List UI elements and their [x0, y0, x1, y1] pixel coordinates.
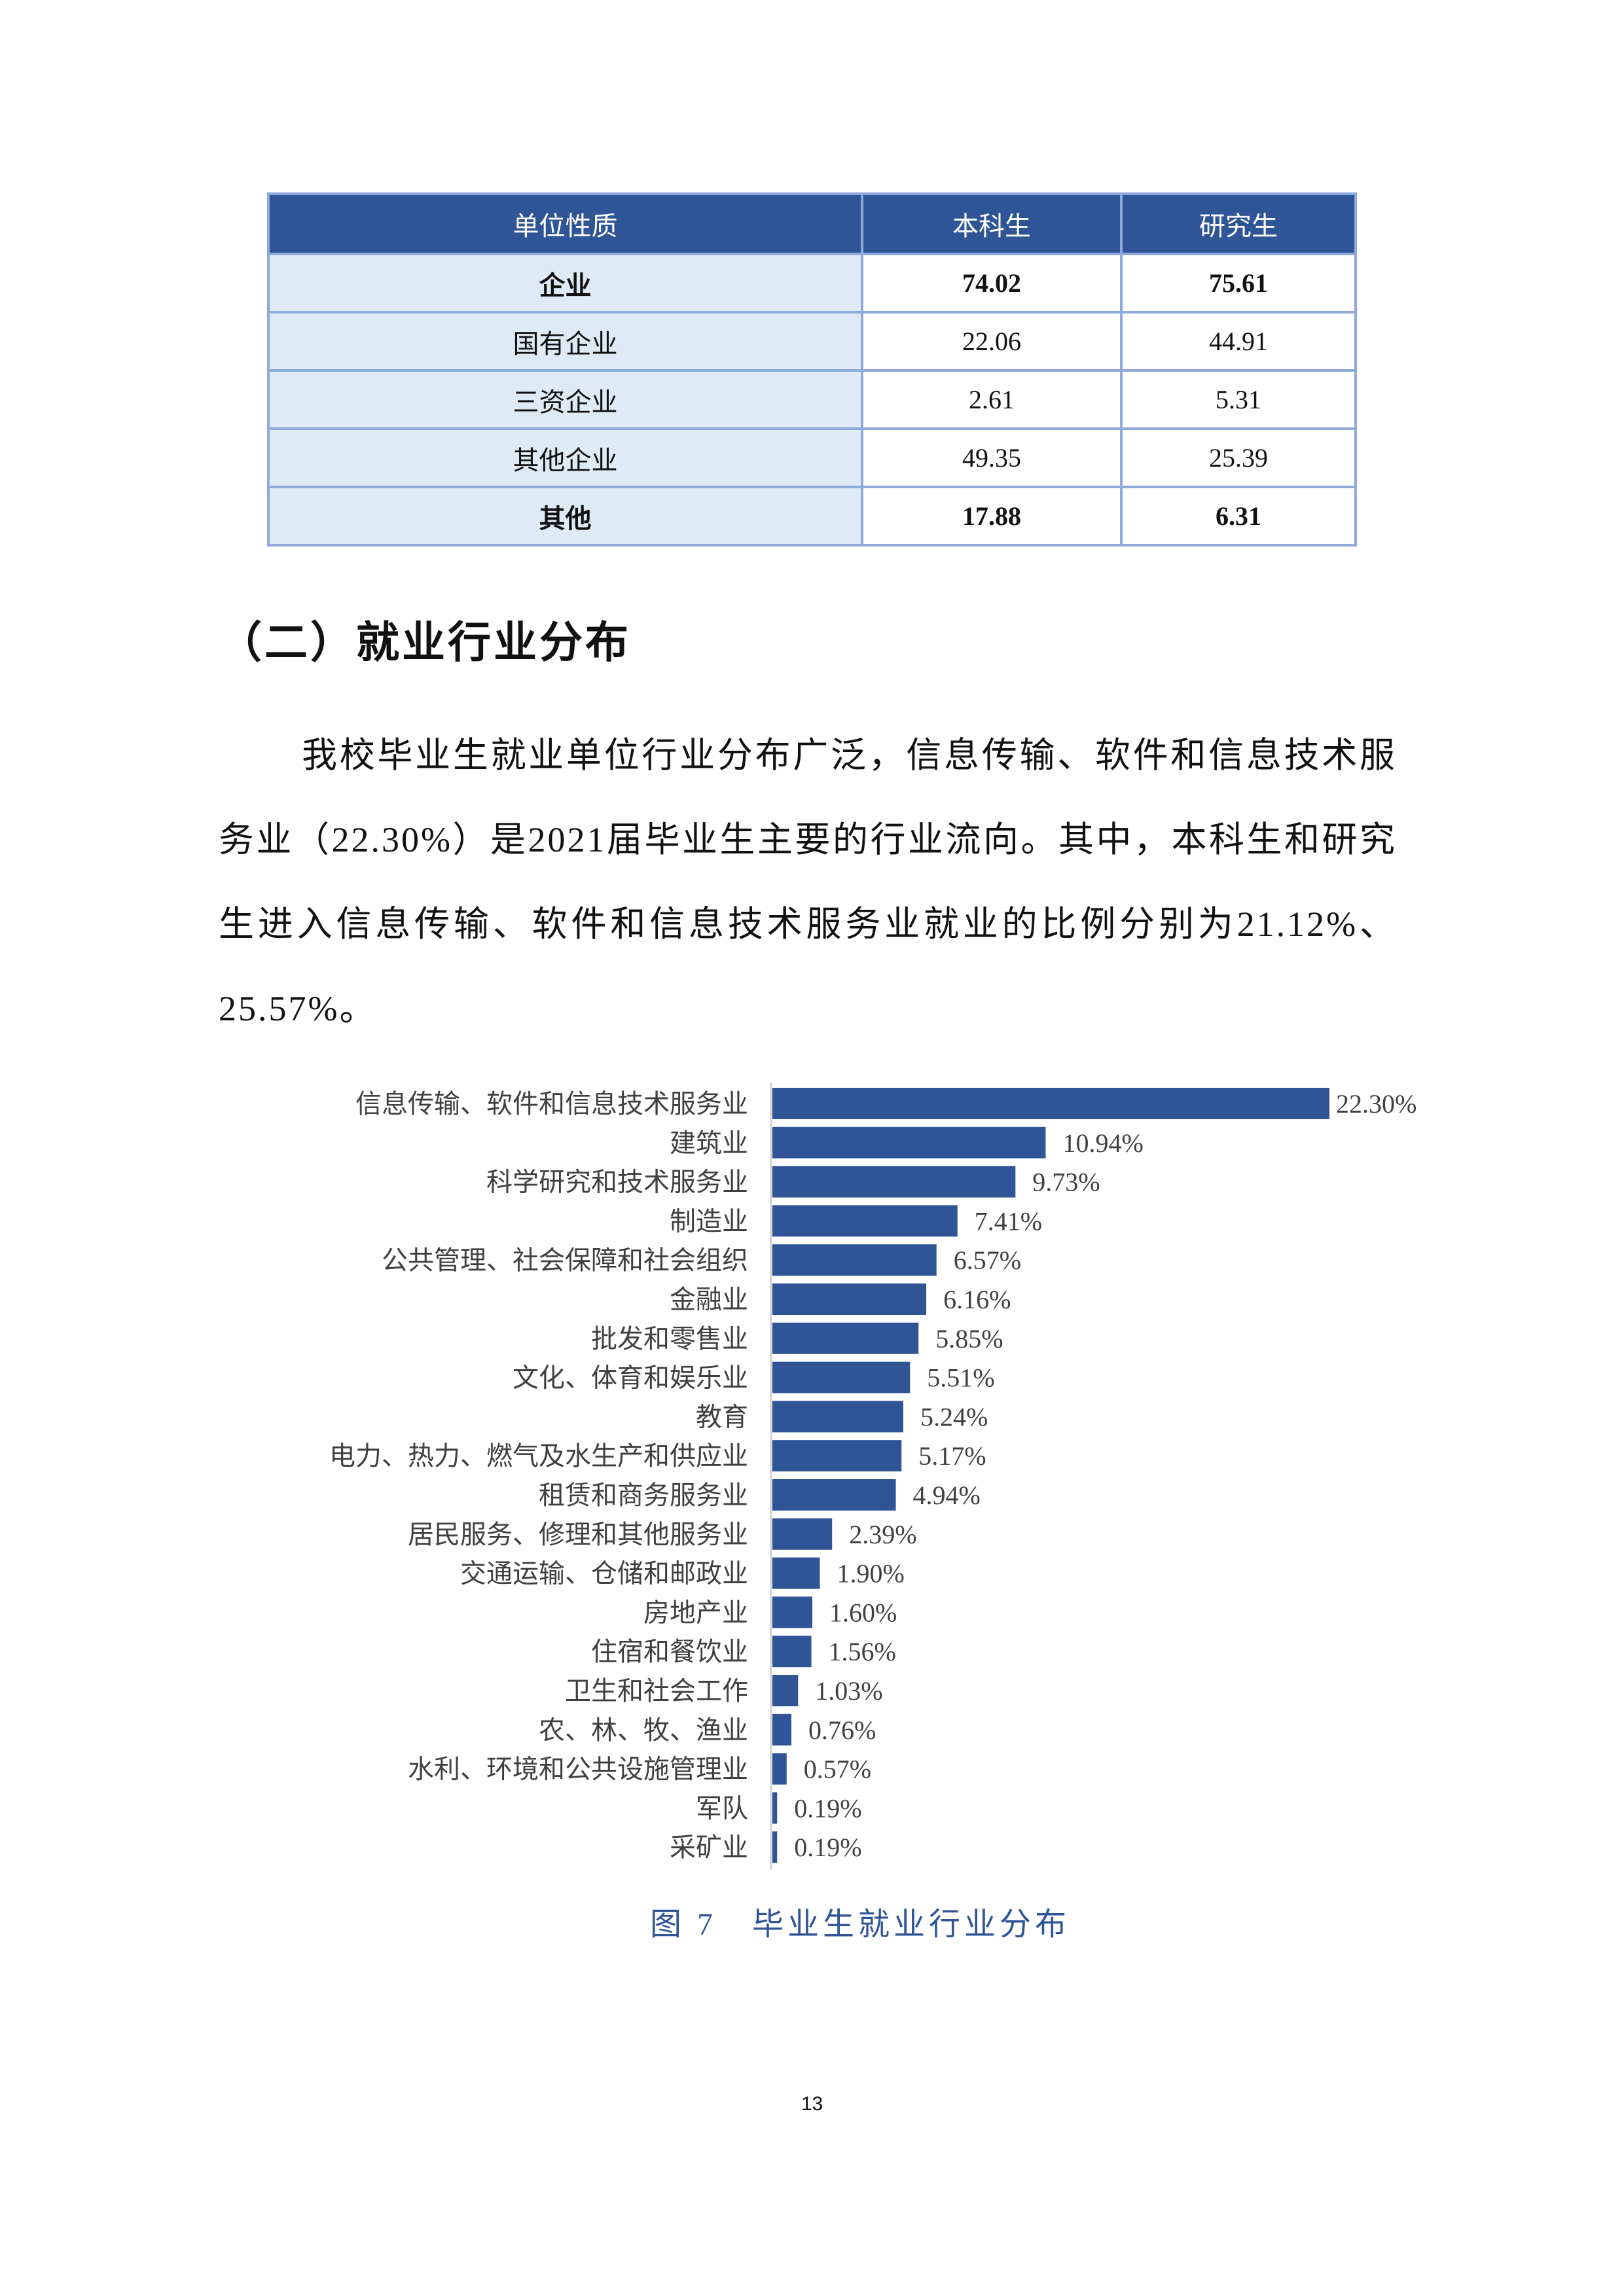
data-label: 0.19%	[794, 1793, 861, 1823]
data-label: 0.19%	[794, 1833, 861, 1862]
bar	[772, 1636, 812, 1668]
bar	[772, 1518, 833, 1550]
body-paragraph: 我校毕业生就业单位行业分布广泛，信息传输、软件和信息技术服务业（22.30%）是…	[219, 736, 1397, 1028]
data-label: 5.51%	[927, 1363, 994, 1393]
bar	[772, 1753, 787, 1785]
data-label: 5.24%	[920, 1402, 988, 1431]
data-label: 1.56%	[829, 1637, 896, 1666]
data-label: 6.16%	[943, 1285, 1011, 1314]
data-label: 1.60%	[829, 1598, 897, 1627]
graduate-value: 75.61	[1120, 253, 1357, 314]
category-label: 公共管理、社会保障和社会组织	[382, 1246, 748, 1275]
row-label: 企业	[267, 253, 863, 314]
category-label: 文化、体育和娱乐业	[513, 1363, 748, 1393]
bar	[772, 1401, 903, 1433]
undergrad-value: 22.06	[861, 311, 1123, 372]
header-undergrad: 本科生	[861, 192, 1123, 255]
data-label: 2.39%	[849, 1520, 916, 1549]
table-row: 企业 74.02 75.61	[267, 253, 1357, 314]
category-label: 水利、环境和公共设施管理业	[408, 1755, 748, 1784]
category-label: 电力、热力、燃气及水生产和供应业	[329, 1441, 748, 1471]
header-graduate: 研究生	[1120, 192, 1357, 255]
bar	[772, 1322, 919, 1354]
bar	[772, 1126, 1046, 1158]
data-label: 4.94%	[913, 1480, 981, 1510]
header-unit-type: 单位性质	[267, 192, 863, 255]
data-label: 1.90%	[837, 1559, 905, 1588]
row-label: 三资企业	[267, 369, 863, 430]
category-label: 军队	[696, 1793, 748, 1823]
bar	[772, 1713, 792, 1746]
category-label: 农、林、牧、渔业	[539, 1715, 748, 1745]
data-label: 7.41%	[975, 1206, 1042, 1236]
data-label: 0.57%	[804, 1755, 871, 1784]
category-label: 居民服务、修理和其他服务业	[408, 1520, 748, 1549]
bar	[772, 1479, 896, 1511]
data-label: 9.73%	[1032, 1168, 1100, 1197]
category-label: 信息传输、软件和信息技术服务业	[355, 1089, 748, 1119]
data-label: 1.03%	[815, 1676, 882, 1706]
category-label: 金融业	[670, 1285, 748, 1314]
category-label: 房地产业	[643, 1598, 748, 1627]
category-label: 卫生和社会工作	[565, 1676, 748, 1706]
category-label: 交通运输、仓储和邮政业	[460, 1559, 748, 1588]
graduate-value: 6.31	[1120, 486, 1357, 547]
graduate-value: 5.31	[1120, 369, 1357, 430]
bar	[772, 1557, 820, 1589]
undergrad-value: 74.02	[861, 253, 1123, 314]
category-label: 住宿和餐饮业	[591, 1637, 748, 1666]
page-number: 13	[801, 2093, 823, 2115]
row-label: 其他	[267, 486, 863, 547]
bar	[772, 1675, 799, 1706]
bar	[772, 1792, 778, 1824]
category-label: 租赁和商务服务业	[539, 1480, 748, 1510]
table-row: 三资企业 2.61 5.31	[267, 369, 1357, 430]
table-row: 其他企业 49.35 25.39	[267, 427, 1357, 488]
table-row: 国有企业 22.06 44.91	[267, 311, 1357, 372]
category-label: 采矿业	[670, 1833, 748, 1862]
row-label: 国有企业	[267, 311, 863, 372]
data-label: 5.85%	[935, 1324, 1003, 1354]
figure-caption: 图 7 毕业生就业行业分布	[649, 1907, 1070, 1942]
section-heading: （二）就业行业分布	[219, 617, 631, 668]
row-label: 其他企业	[267, 427, 863, 488]
bar	[772, 1440, 902, 1472]
industry-bar-chart: 信息传输、软件和信息技术服务业 22.30% 建筑业 10.94% 科学研究和技术服务业…	[329, 1083, 1416, 1870]
employer-type-table: 单位性质 本科生 研究生 企业 74.02 75.61 国有企业 22.06 44.91 三…	[267, 192, 1357, 547]
data-label: 6.57%	[954, 1246, 1021, 1275]
bar	[772, 1361, 911, 1393]
bar	[772, 1283, 927, 1315]
category-label: 教育	[696, 1402, 748, 1431]
undergrad-value: 49.35	[861, 427, 1123, 488]
bar	[772, 1166, 1016, 1198]
graduate-value: 44.91	[1120, 311, 1357, 372]
table-row: 其他 17.88 6.31	[267, 486, 1357, 547]
bar	[772, 1596, 813, 1628]
table-header-row: 单位性质 本科生 研究生	[267, 192, 1357, 255]
bar	[772, 1244, 937, 1276]
undergrad-value: 2.61	[861, 369, 1123, 430]
data-label: 5.17%	[918, 1441, 986, 1471]
bar	[772, 1205, 958, 1237]
data-label: 10.94%	[1062, 1128, 1143, 1158]
data-label: 22.30%	[1336, 1089, 1416, 1119]
category-label: 批发和零售业	[591, 1324, 748, 1354]
bar	[772, 1088, 1329, 1119]
bar	[772, 1831, 778, 1863]
category-label: 制造业	[670, 1206, 748, 1236]
data-label: 0.76%	[808, 1715, 876, 1745]
graduate-value: 25.39	[1120, 427, 1357, 488]
undergrad-value: 17.88	[861, 486, 1123, 547]
category-label: 建筑业	[670, 1128, 748, 1158]
category-label: 科学研究和技术服务业	[486, 1168, 748, 1197]
